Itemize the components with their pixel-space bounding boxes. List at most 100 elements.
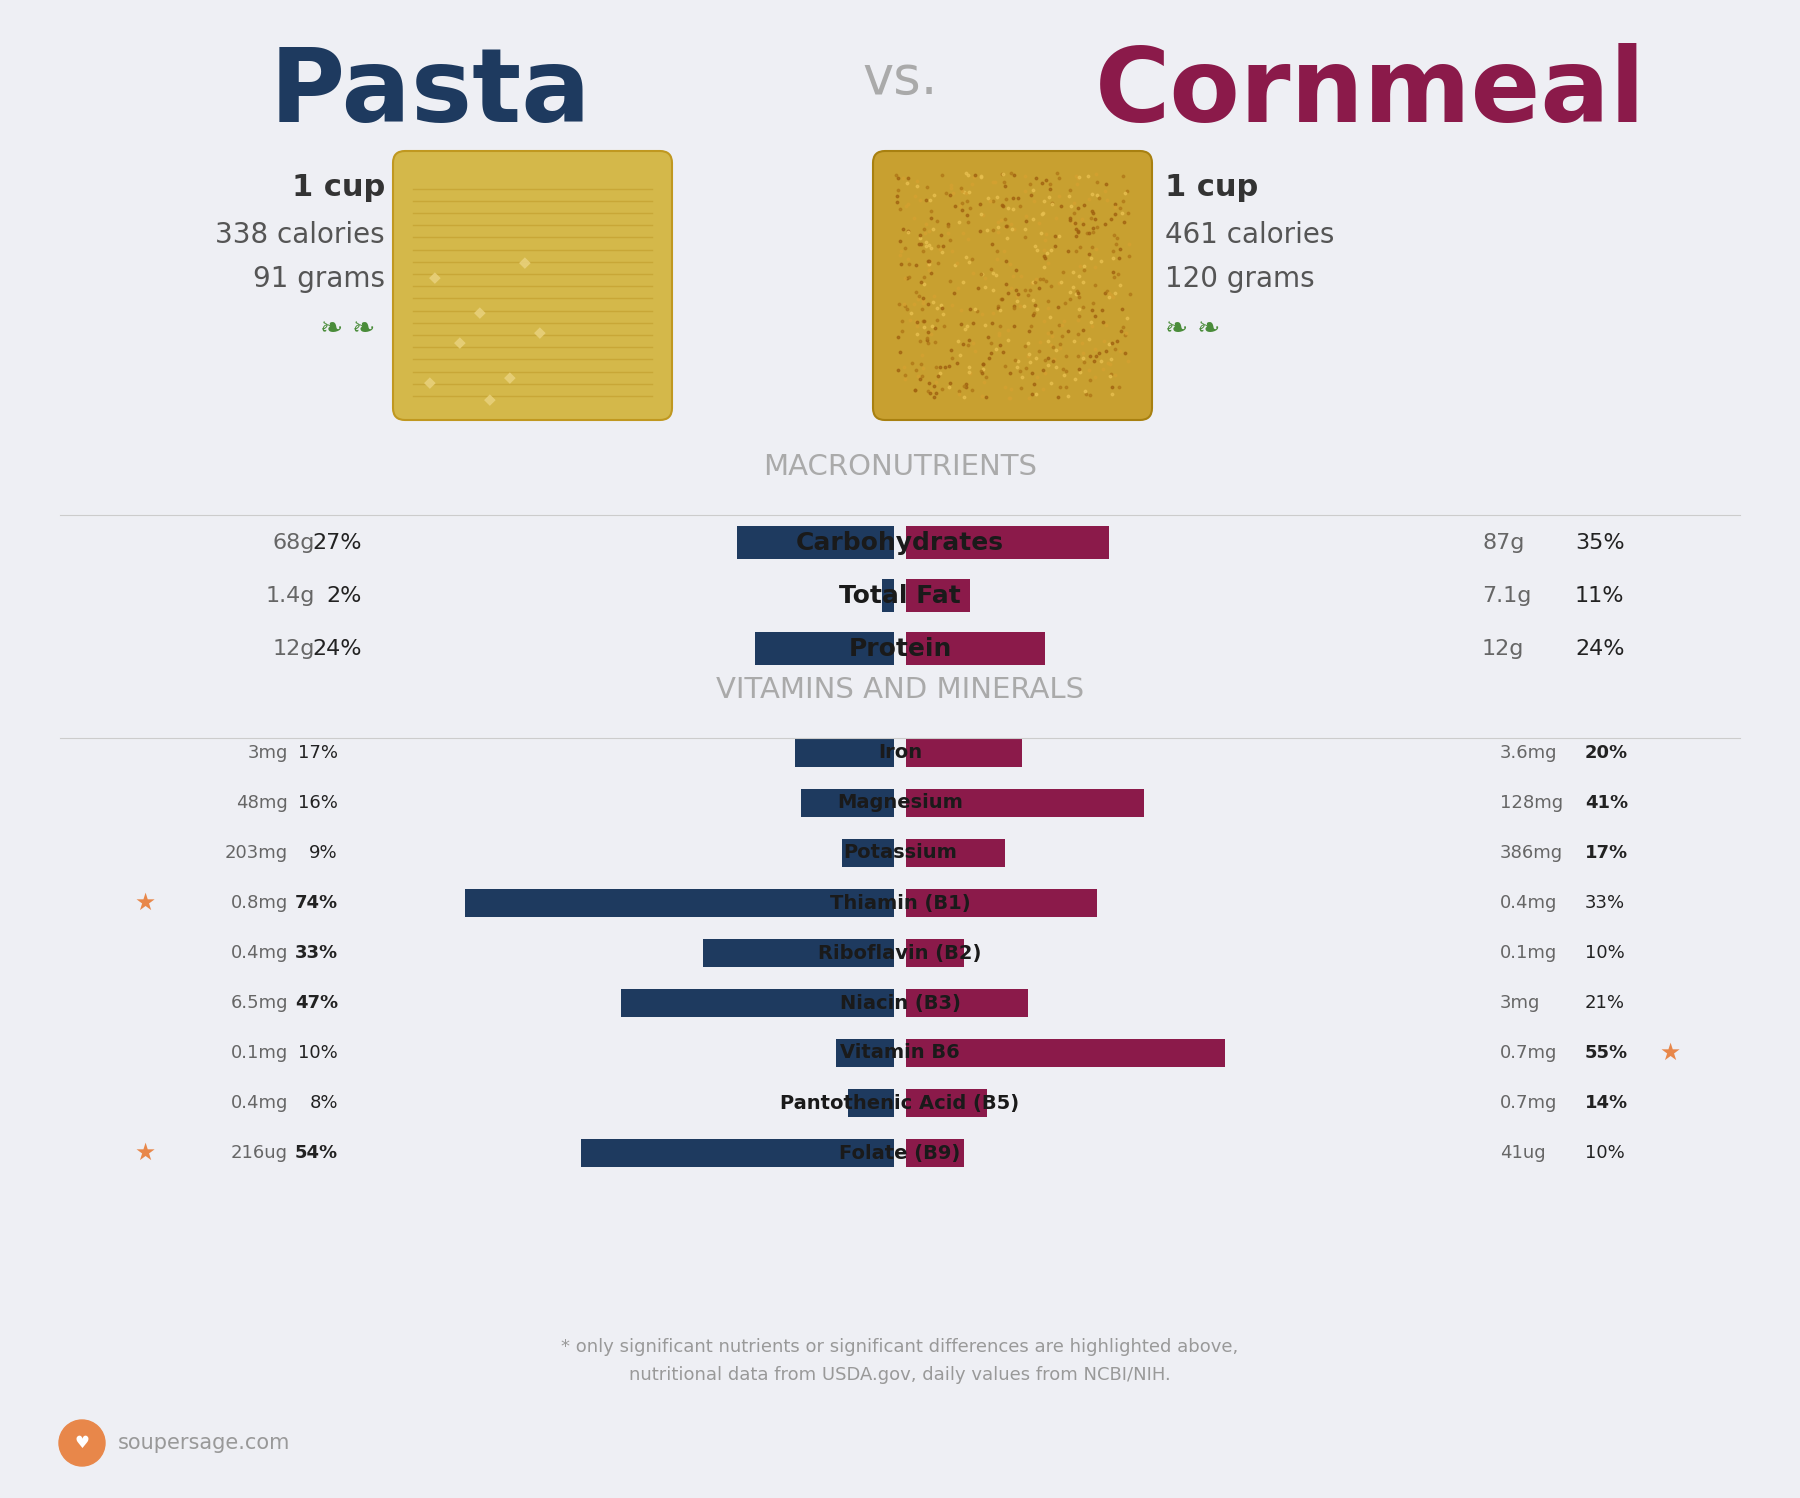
Text: 27%: 27%	[313, 533, 362, 553]
Text: 7.1g: 7.1g	[1481, 586, 1532, 607]
Bar	[882, 580, 895, 613]
Bar	[702, 939, 895, 968]
Text: Vitamin B6: Vitamin B6	[841, 1044, 959, 1062]
Text: 41ug: 41ug	[1499, 1144, 1546, 1162]
Text: 16%: 16%	[299, 794, 338, 812]
Text: 33%: 33%	[1586, 894, 1625, 912]
Text: 17%: 17%	[299, 745, 338, 762]
Text: 55%: 55%	[1586, 1044, 1629, 1062]
Text: Pasta: Pasta	[270, 43, 590, 144]
Text: 0.7mg: 0.7mg	[1499, 1094, 1557, 1112]
Text: Protein: Protein	[848, 637, 952, 661]
Text: 3mg: 3mg	[248, 745, 288, 762]
Text: 12g: 12g	[272, 640, 315, 659]
Text: ◆: ◆	[454, 336, 466, 351]
Text: 8%: 8%	[310, 1094, 338, 1112]
Text: ★: ★	[135, 1141, 155, 1165]
Bar	[842, 839, 895, 867]
Text: ◆: ◆	[504, 370, 517, 385]
Text: 47%: 47%	[295, 995, 338, 1013]
Text: Riboflavin (B2): Riboflavin (B2)	[819, 944, 981, 963]
Bar	[581, 1138, 895, 1167]
Text: Niacin (B3): Niacin (B3)	[839, 993, 961, 1013]
Text: Folate (B9): Folate (B9)	[839, 1143, 961, 1162]
Text: 35%: 35%	[1575, 533, 1625, 553]
Text: 338 calories: 338 calories	[216, 222, 385, 249]
Text: 0.1mg: 0.1mg	[230, 1044, 288, 1062]
Text: 3.6mg: 3.6mg	[1499, 745, 1557, 762]
Text: 10%: 10%	[1586, 1144, 1625, 1162]
Text: Potassium: Potassium	[842, 843, 958, 863]
Text: Cornmeal: Cornmeal	[1094, 43, 1645, 144]
Text: ★: ★	[1660, 1041, 1681, 1065]
Bar	[801, 789, 895, 816]
Text: 203mg: 203mg	[225, 843, 288, 861]
Bar	[621, 989, 895, 1017]
Text: 1 cup: 1 cup	[1165, 172, 1258, 202]
Text: ◆: ◆	[428, 271, 441, 286]
Text: 128mg: 128mg	[1499, 794, 1562, 812]
Text: 33%: 33%	[295, 944, 338, 962]
Text: vs.: vs.	[862, 52, 938, 105]
Bar	[905, 580, 970, 613]
Text: ◆: ◆	[473, 306, 486, 321]
Text: Magnesium: Magnesium	[837, 794, 963, 812]
Text: Total Fat: Total Fat	[839, 584, 961, 608]
Text: 120 grams: 120 grams	[1165, 265, 1314, 294]
Bar	[905, 1040, 1226, 1067]
Bar	[738, 526, 895, 559]
Bar	[905, 888, 1098, 917]
Text: MACRONUTRIENTS: MACRONUTRIENTS	[763, 452, 1037, 481]
Text: ★: ★	[135, 891, 155, 915]
Text: 0.4mg: 0.4mg	[230, 1094, 288, 1112]
Bar	[905, 632, 1046, 665]
Text: 1.4g: 1.4g	[266, 586, 315, 607]
Bar	[905, 839, 1004, 867]
Text: 0.4mg: 0.4mg	[1499, 894, 1557, 912]
Text: 0.1mg: 0.1mg	[1499, 944, 1557, 962]
Text: 24%: 24%	[1575, 640, 1624, 659]
Bar	[754, 632, 895, 665]
Circle shape	[59, 1420, 104, 1467]
Text: ❧ ❧: ❧ ❧	[320, 315, 374, 343]
Text: 10%: 10%	[1586, 944, 1625, 962]
Text: 48mg: 48mg	[236, 794, 288, 812]
Bar	[905, 526, 1109, 559]
Bar	[905, 739, 1022, 767]
Text: 0.8mg: 0.8mg	[230, 894, 288, 912]
Bar	[796, 739, 895, 767]
Bar	[905, 939, 965, 968]
Bar	[905, 789, 1143, 816]
Text: ◆: ◆	[535, 325, 545, 340]
Bar	[848, 1089, 895, 1118]
Text: 216ug: 216ug	[230, 1144, 288, 1162]
Bar	[905, 989, 1028, 1017]
Text: 14%: 14%	[1586, 1094, 1629, 1112]
FancyBboxPatch shape	[392, 151, 671, 419]
Text: ◆: ◆	[425, 376, 436, 391]
Text: 91 grams: 91 grams	[254, 265, 385, 294]
Text: ♥: ♥	[74, 1434, 90, 1452]
Text: soupersage.com: soupersage.com	[119, 1434, 290, 1453]
Text: Iron: Iron	[878, 743, 922, 762]
Text: 1 cup: 1 cup	[292, 172, 385, 202]
Text: ❧ ❧: ❧ ❧	[1165, 315, 1220, 343]
Text: 68g: 68g	[272, 533, 315, 553]
Text: 41%: 41%	[1586, 794, 1629, 812]
Text: 3mg: 3mg	[1499, 995, 1541, 1013]
Text: ◆: ◆	[518, 256, 531, 271]
Text: Thiamin (B1): Thiamin (B1)	[830, 893, 970, 912]
Text: 0.4mg: 0.4mg	[230, 944, 288, 962]
Bar	[835, 1040, 895, 1067]
Text: 20%: 20%	[1586, 745, 1629, 762]
FancyBboxPatch shape	[873, 151, 1152, 419]
Text: 0.7mg: 0.7mg	[1499, 1044, 1557, 1062]
Text: ◆: ◆	[484, 392, 495, 407]
Text: 6.5mg: 6.5mg	[230, 995, 288, 1013]
Text: Pantothenic Acid (B5): Pantothenic Acid (B5)	[781, 1094, 1019, 1113]
Text: 21%: 21%	[1586, 995, 1625, 1013]
Text: 386mg: 386mg	[1499, 843, 1562, 861]
Bar	[905, 1089, 986, 1118]
Bar	[905, 1138, 965, 1167]
Text: VITAMINS AND MINERALS: VITAMINS AND MINERALS	[716, 676, 1084, 704]
